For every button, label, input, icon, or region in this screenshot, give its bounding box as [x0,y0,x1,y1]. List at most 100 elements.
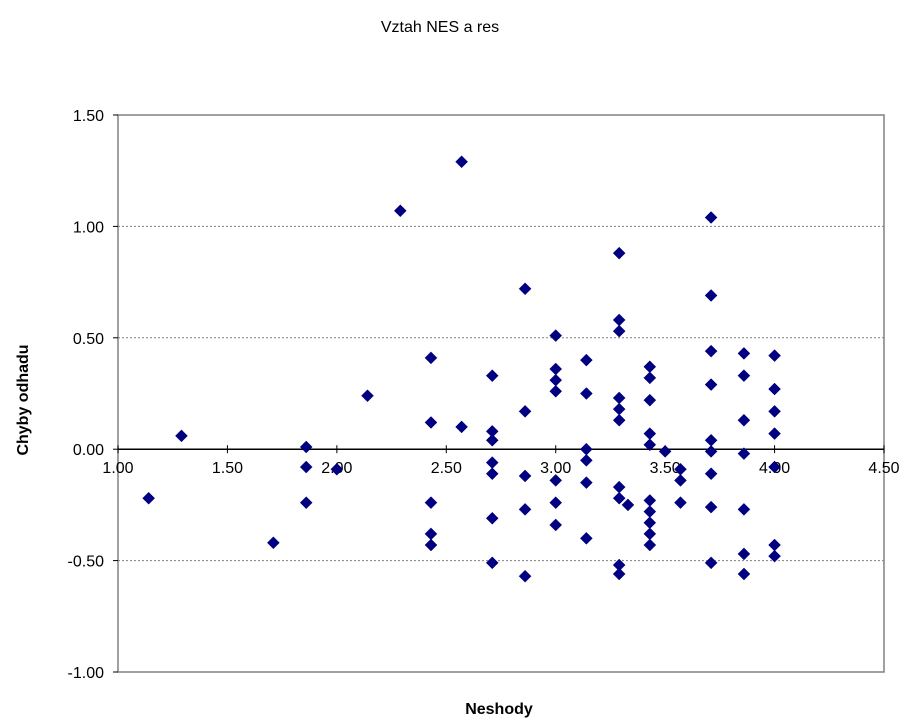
data-point [643,360,657,374]
y-tick-label: 1.00 [73,219,104,236]
data-point [549,329,563,342]
data-point [485,456,499,469]
data-point [643,494,657,507]
data-point [768,538,781,552]
x-tick-label: 1.50 [212,460,243,477]
x-tick-label: 4.50 [868,460,899,477]
data-point [612,413,626,427]
data-point [455,420,468,434]
data-point [737,503,751,516]
data-point [643,427,657,440]
data-point [580,453,593,467]
data-point [549,362,563,376]
data-point [621,498,635,512]
data-point [643,438,657,452]
data-point [612,402,626,416]
y-tick-label: 0.50 [73,331,104,348]
x-tick-label: 2.50 [431,460,462,477]
data-point [580,476,593,489]
data-point [485,467,499,481]
data-point [674,474,687,487]
data-point [424,351,438,365]
data-point [737,547,751,561]
chart-title: Vztah NES a res [381,19,499,36]
y-tick-label: 1.50 [73,108,104,125]
data-point [485,433,499,447]
data-point [612,313,626,327]
data-point [643,516,657,530]
data-point [549,384,563,398]
data-point [737,567,751,581]
data-point [267,536,280,550]
data-point [299,460,313,474]
x-tick-label: 3.00 [540,460,571,477]
x-tick-label: 3.50 [650,460,681,477]
data-point [704,378,718,391]
y-tick-label: -1.00 [68,665,105,682]
x-axis-title: Neshody [465,701,533,718]
data-point [518,404,532,418]
data-point [704,211,718,224]
data-point [299,496,313,510]
data-point [704,467,718,481]
data-point [424,527,438,541]
data-point [518,469,532,483]
data-point [485,511,499,525]
grid [118,225,884,562]
data-point [768,382,781,396]
data-point [643,505,657,518]
data-point [424,496,438,510]
data-point [674,496,687,510]
y-tick-label: 0.00 [73,442,104,459]
data-point [612,324,626,338]
data-point [737,413,751,427]
data-point [737,447,751,461]
plot-area [117,114,885,673]
data-point [612,491,626,505]
data-point [549,518,563,532]
x-tick-label: 1.00 [102,460,133,477]
data-point [549,496,563,510]
data-point [643,393,657,407]
data-point [485,556,499,570]
data-point [361,389,374,403]
data-point [768,549,781,563]
data-point [142,491,155,505]
data-point [768,349,781,362]
data-point [580,387,593,400]
data-point [704,556,718,570]
data-point [549,474,563,487]
data-point [643,527,657,541]
data-point [612,567,626,581]
axis-ticks: 1.001.502.002.503.003.504.004.501.501.00… [68,108,900,682]
data-point [737,369,751,383]
data-point [393,204,407,218]
data-point [737,347,751,360]
data-point [704,344,718,358]
data-point [485,369,499,383]
data-point [612,480,626,494]
data-point [643,371,657,385]
data-point [518,569,532,583]
data-point [704,445,718,458]
data-point [643,538,657,552]
data-point [580,353,593,367]
data-point [612,391,626,405]
data-point [518,503,532,516]
y-axis-title: Chyby odhadu [15,344,32,455]
data-point [455,155,468,169]
data-point [768,427,781,440]
data-point [299,440,313,454]
data-point [704,289,718,302]
data-point [704,500,718,514]
data-point [549,373,563,387]
data-point [424,416,438,429]
data-point [424,538,438,552]
data-point [768,460,781,474]
data-point [330,462,344,476]
y-tick-label: -0.50 [68,554,105,571]
data-point [175,429,188,443]
data-point [658,445,672,458]
